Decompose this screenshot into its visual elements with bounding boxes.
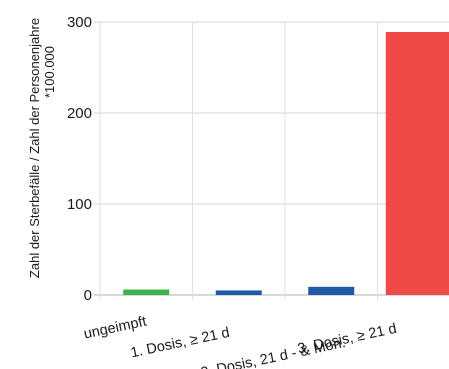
x-category-label: 1. Dosis, ≥ 21 d bbox=[129, 325, 231, 362]
bar-1 bbox=[123, 289, 170, 295]
y-axis-ticks: 0 100 200 300 bbox=[67, 14, 92, 304]
bar-4 bbox=[385, 32, 449, 295]
y-tick-label: 300 bbox=[67, 14, 92, 31]
x-category-label: ungeimpft bbox=[82, 314, 148, 343]
bars bbox=[123, 32, 449, 295]
bar-2 bbox=[215, 290, 262, 295]
y-tick-label: 0 bbox=[84, 287, 92, 304]
y-tick-label: 100 bbox=[67, 196, 92, 213]
x-category-label: 3. Dosis, ≥ 21 d bbox=[296, 321, 398, 358]
y-axis-title-unit: *100.000 bbox=[42, 46, 57, 98]
y-tick-label: 200 bbox=[67, 105, 92, 122]
y-axis-title: Zahl der Sterbefälle / Zahl der Personen… bbox=[27, 18, 42, 278]
bar-3 bbox=[308, 286, 355, 295]
gridlines bbox=[94, 21, 449, 300]
